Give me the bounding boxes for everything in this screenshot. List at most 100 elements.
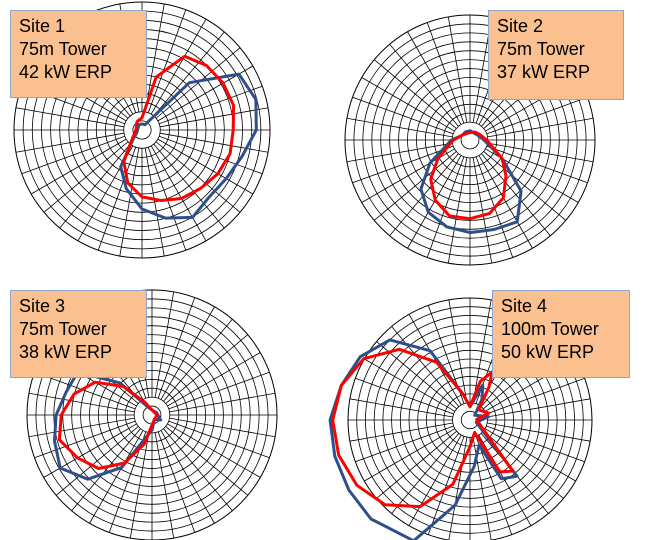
polar-grid-spoke — [486, 145, 588, 184]
polar-grid-spoke — [426, 22, 465, 124]
polar-grid-spoke — [154, 432, 175, 539]
polar-grid-spoke — [389, 43, 459, 127]
polar-grid-spoke — [97, 147, 137, 251]
polar-grid-spoke — [447, 157, 468, 264]
polar-grid-spoke — [34, 371, 136, 410]
polar-grid-spoke — [28, 392, 135, 413]
polar-grid-spoke — [165, 334, 249, 404]
polar-grid-spoke — [150, 18, 207, 115]
polar-grid-spoke — [163, 428, 233, 512]
polar-grid-spoke — [167, 423, 261, 478]
polar-grid-spoke — [361, 77, 455, 132]
polar-grid-spoke — [472, 299, 492, 403]
site-3-label: Site 3 75m Tower 38 kW ERP — [10, 290, 147, 378]
polar-grid-spoke — [155, 141, 241, 213]
polar-grid-spoke — [352, 96, 454, 135]
polar-grid-spoke — [486, 96, 588, 135]
polar-grid-spoke — [155, 47, 241, 119]
site-4-label: Site 4 100m Tower 50 kW ERP — [492, 290, 630, 378]
polar-grid-spoke — [30, 138, 127, 195]
site-1-red-pattern — [122, 54, 236, 202]
polar-grid-spoke — [147, 9, 187, 113]
polar-grid-spoke — [487, 398, 591, 418]
polar-grid-spoke — [163, 318, 233, 402]
polar-grid-spoke — [447, 16, 468, 123]
polar-grid-spoke — [168, 371, 270, 410]
polar-grid-spoke — [487, 142, 594, 163]
polar-grid-spoke — [169, 392, 276, 413]
site-4-erp: 50 kW ERP — [501, 342, 595, 362]
polar-grid-spoke — [346, 142, 453, 163]
polar-grid-spoke — [160, 306, 215, 400]
polar-grid-spoke — [478, 155, 533, 249]
site-4-tower: 100m Tower — [501, 319, 599, 339]
polar-grid-spoke — [472, 157, 493, 264]
polar-grid-spoke — [89, 430, 144, 524]
polar-grid-spoke — [159, 85, 263, 125]
site-4-red-pattern — [331, 347, 515, 509]
polar-grid-spoke — [391, 433, 460, 514]
polar-grid-spoke — [159, 107, 269, 128]
polar-grid-spoke — [160, 430, 215, 524]
polar-grid-spoke — [373, 59, 457, 129]
polar-grid-ring — [132, 120, 152, 140]
polar-grid-spoke — [159, 132, 269, 153]
polar-grid-spoke — [129, 432, 150, 539]
site-4-name: Site 4 — [501, 296, 548, 316]
polar-grid-spoke — [349, 422, 453, 442]
polar-grid-spoke — [484, 428, 576, 482]
polar-grid-spoke — [486, 425, 585, 463]
polar-grid-spoke — [346, 117, 453, 138]
polar-grid-spoke — [487, 422, 591, 442]
polar-grid-spoke — [349, 398, 453, 418]
polar-grid-spoke — [364, 428, 456, 482]
site-3-red-pattern — [57, 380, 159, 470]
polar-grid-spoke — [15, 132, 125, 153]
polar-grid-spoke — [55, 426, 139, 496]
polar-grid-spoke — [157, 431, 196, 533]
site-2-name: Site 2 — [497, 16, 544, 36]
polar-grid-spoke — [157, 138, 254, 195]
site-2-label: Site 2 75m Tower 37 kW ERP — [488, 10, 624, 100]
polar-grid-spoke — [144, 3, 165, 113]
site-3-name: Site 3 — [19, 296, 66, 316]
polar-grid-spoke — [165, 426, 249, 496]
polar-grid-spoke — [355, 425, 454, 463]
polar-grid-spoke — [154, 291, 175, 398]
polar-grid-spoke — [159, 135, 263, 175]
polar-grid-spoke — [150, 145, 207, 242]
polar-grid-spoke — [59, 143, 131, 229]
site-2-erp: 37 kW ERP — [497, 62, 591, 82]
polar-grid-spoke — [475, 436, 513, 535]
polar-grid-spoke — [364, 358, 456, 412]
polar-grid-spoke — [408, 434, 462, 526]
polar-grid-spoke — [481, 153, 551, 237]
polar-grid-spoke — [157, 297, 196, 399]
site-1-tower: 75m Tower — [19, 39, 107, 59]
polar-grid-spoke — [169, 417, 276, 438]
polar-grid-spoke — [119, 147, 140, 257]
site-2-red-pattern — [429, 130, 508, 221]
polar-grid-spoke — [376, 430, 457, 499]
site-1-name: Site 1 — [19, 16, 66, 36]
polar-grid-spoke — [168, 420, 270, 459]
polar-grid-spoke — [71, 428, 141, 512]
polar-grid-spoke — [407, 155, 462, 249]
polar-grid-spoke — [407, 31, 462, 125]
polar-grid-spoke — [427, 436, 465, 535]
polar-grid-spoke — [34, 420, 136, 459]
polar-grid-spoke — [167, 352, 261, 407]
polar-grid-spoke — [391, 326, 460, 407]
polar-grid-spoke — [426, 156, 465, 258]
polar-grid-spoke — [153, 31, 225, 117]
polar-grid-spoke — [448, 437, 468, 540]
polar-grid-spoke — [21, 135, 125, 175]
polar-grid-spoke — [483, 430, 564, 499]
site-1-erp: 42 kW ERP — [19, 62, 113, 82]
polar-grid-spoke — [153, 143, 225, 229]
polar-grid-spoke — [487, 117, 594, 138]
site-1-label: Site 1 75m Tower 42 kW ERP — [10, 10, 147, 98]
polar-grid-spoke — [483, 151, 567, 221]
site-3-blue-pattern — [53, 370, 163, 481]
polar-grid-spoke — [144, 147, 165, 257]
